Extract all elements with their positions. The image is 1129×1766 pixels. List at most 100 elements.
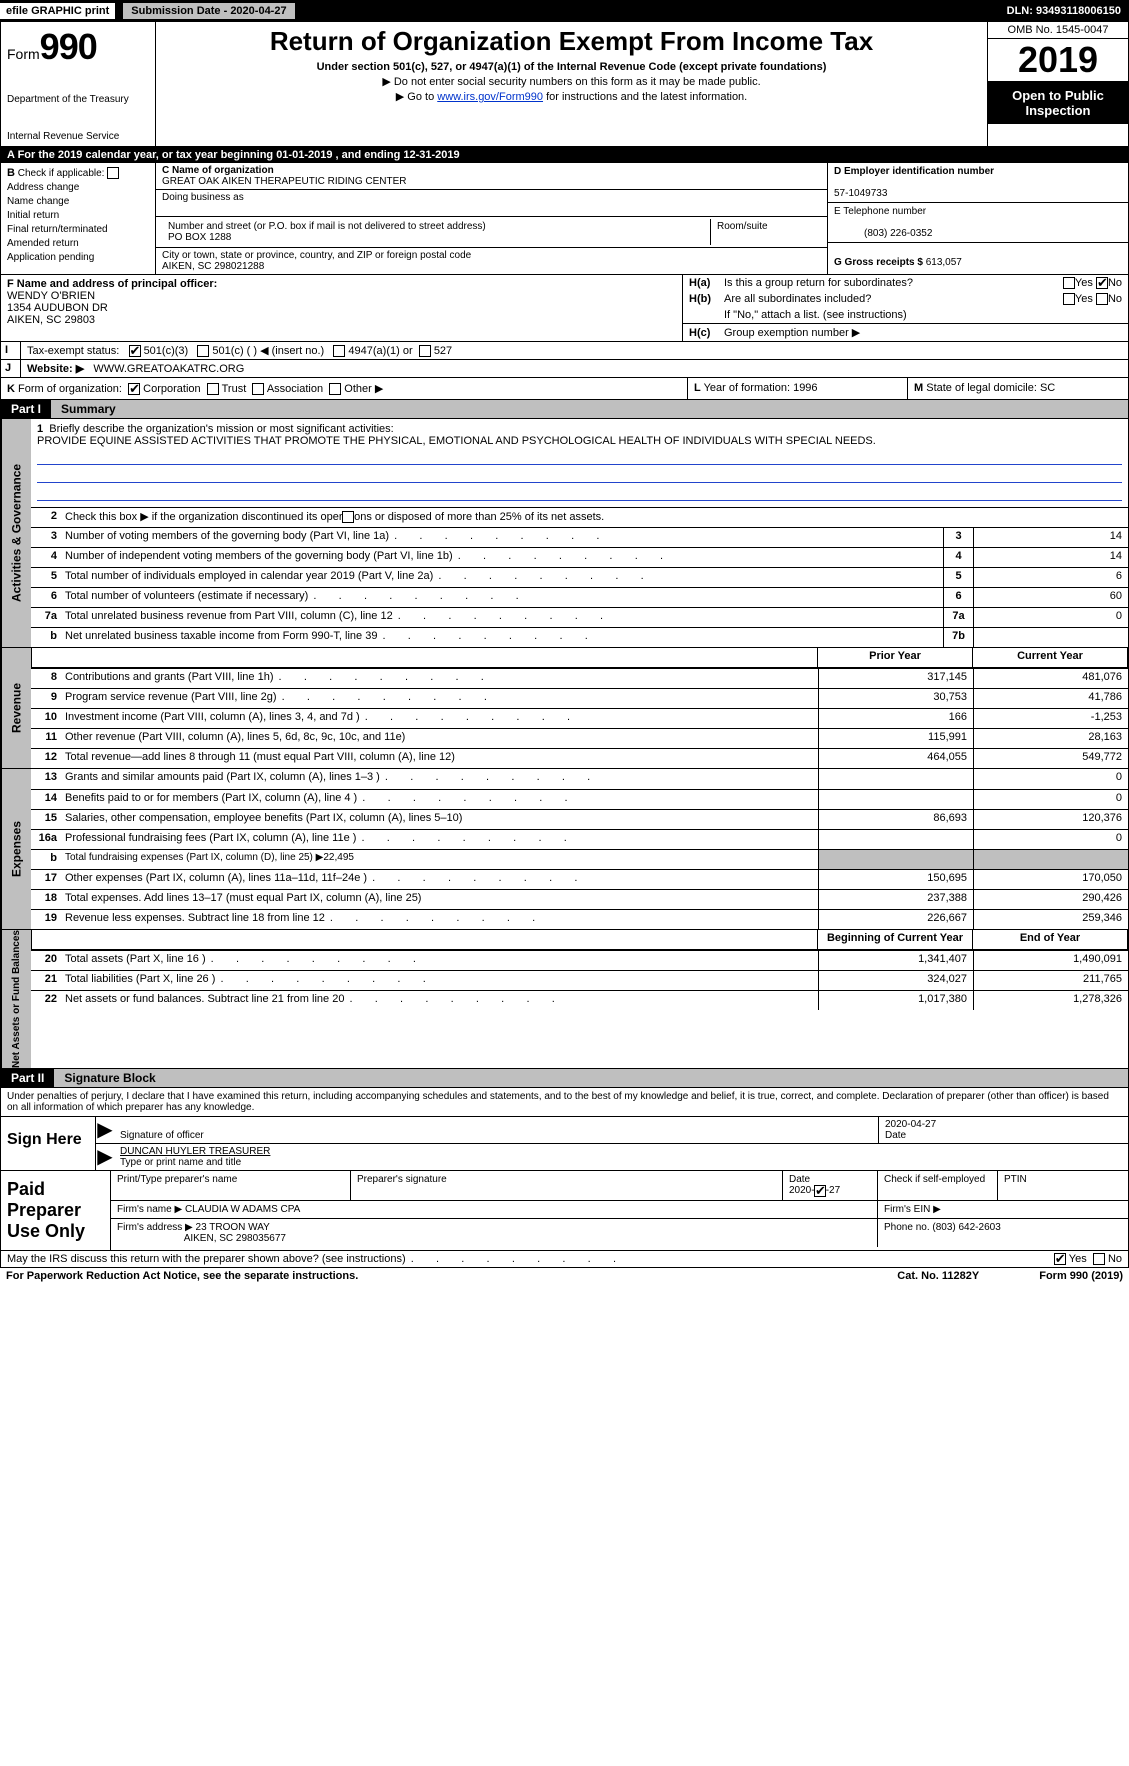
row-i: I Tax-exempt status: 501(c)(3) 501(c) ( … <box>0 342 1129 360</box>
line3-num: 3 <box>31 528 61 547</box>
city-value: AIKEN, SC 298021288 <box>162 261 264 272</box>
line14-text: Benefits paid to or for members (Part IX… <box>61 790 818 809</box>
line5-text: Total number of individuals employed in … <box>61 568 943 587</box>
line11-curr: 28,163 <box>973 729 1128 748</box>
selfemp-checkbox[interactable] <box>814 1185 826 1197</box>
sub3-pre: ▶ Go to <box>396 91 437 103</box>
line7b-text: Net unrelated business taxable income fr… <box>61 628 943 647</box>
line15-prior: 86,693 <box>818 810 973 829</box>
part-2-title: Signature Block <box>54 1069 1128 1087</box>
line5-box: 5 <box>943 568 973 587</box>
hb-note: If "No," attach a list. (see instruction… <box>724 309 907 321</box>
line20-prior: 1,341,407 <box>818 951 973 970</box>
line15-curr: 120,376 <box>973 810 1128 829</box>
line10-prior: 166 <box>818 709 973 728</box>
ha-yes-checkbox[interactable] <box>1063 277 1075 289</box>
line10-curr: -1,253 <box>973 709 1128 728</box>
line21-text: Total liabilities (Part X, line 26 ) <box>61 971 818 990</box>
prep-name-hdr: Print/Type preparer's name <box>111 1171 351 1200</box>
trust-checkbox[interactable] <box>207 383 219 395</box>
527-checkbox[interactable] <box>419 345 431 357</box>
line3-val: 14 <box>973 528 1128 547</box>
line21-prior: 324,027 <box>818 971 973 990</box>
box-c: C Name of organization GREAT OAK AIKEN T… <box>156 163 828 274</box>
line13-prior <box>818 769 973 789</box>
line16b-text: Total fundraising expenses (Part IX, col… <box>61 850 818 869</box>
firm-name-label: Firm's name ▶ <box>117 1204 182 1215</box>
line5-num: 5 <box>31 568 61 587</box>
irs-link[interactable]: www.irs.gov/Form990 <box>437 91 543 103</box>
line1-text: Briefly describe the organization's miss… <box>49 423 393 435</box>
line17-prior: 150,695 <box>818 870 973 889</box>
summary-activities: Activities & Governance 1 Briefly descri… <box>0 419 1129 648</box>
line12-prior: 464,055 <box>818 749 973 768</box>
signature-block: Under penalties of perjury, I declare th… <box>0 1088 1129 1171</box>
4947-checkbox[interactable] <box>333 345 345 357</box>
footer-discuss: May the IRS discuss this return with the… <box>0 1251 1129 1268</box>
line3-box: 3 <box>943 528 973 547</box>
dba-label: Doing business as <box>162 192 244 203</box>
line12-text: Total revenue—add lines 8 through 11 (mu… <box>61 749 818 768</box>
line8-prior: 317,145 <box>818 669 973 688</box>
line4-text: Number of independent voting members of … <box>61 548 943 567</box>
line6-box: 6 <box>943 588 973 607</box>
discuss-text: May the IRS discuss this return with the… <box>7 1253 618 1265</box>
form-header: Form990 Department of the Treasury Inter… <box>0 22 1129 147</box>
501c3-checkbox[interactable] <box>129 345 141 357</box>
gross-receipts: 613,057 <box>926 257 962 268</box>
m-letter: M <box>914 382 923 394</box>
pra-notice: For Paperwork Reduction Act Notice, see … <box>6 1270 358 1282</box>
hb-no-checkbox[interactable] <box>1096 293 1108 305</box>
subtitle-2: ▶ Do not enter social security numbers o… <box>164 75 979 88</box>
opt-amended[interactable]: Amended return <box>7 238 149 249</box>
firm-addr2: AIKEN, SC 298035677 <box>184 1233 286 1244</box>
l-letter: L <box>694 382 701 394</box>
cat-no: Cat. No. 11282Y <box>897 1270 979 1282</box>
ha-no-checkbox[interactable] <box>1096 277 1108 289</box>
corp-checkbox[interactable] <box>128 383 140 395</box>
line22-prior: 1,017,380 <box>818 991 973 1010</box>
line8-text: Contributions and grants (Part VIII, lin… <box>61 669 818 688</box>
opt-name-change[interactable]: Name change <box>7 196 149 207</box>
entity-block: B Check if applicable: Address change Na… <box>0 163 1129 275</box>
opt-initial-return[interactable]: Initial return <box>7 210 149 221</box>
opt-final-return[interactable]: Final return/terminated <box>7 224 149 235</box>
hb-yes-checkbox[interactable] <box>1063 293 1075 305</box>
firm-addr1: 23 TROON WAY <box>196 1222 270 1233</box>
header-middle: Return of Organization Exempt From Incom… <box>156 22 988 146</box>
part-2-header: Part II Signature Block <box>0 1069 1129 1088</box>
ha-text: Is this a group return for subordinates? <box>724 277 1063 289</box>
line4-val: 14 <box>973 548 1128 567</box>
501c-checkbox[interactable] <box>197 345 209 357</box>
subtitle-1: Under section 501(c), 527, or 4947(a)(1)… <box>164 61 979 73</box>
officer-name: WENDY O'BRIEN <box>7 290 95 302</box>
vlabel-activities: Activities & Governance <box>1 419 31 647</box>
hc-text: Group exemption number ▶ <box>724 326 860 339</box>
discuss-no-checkbox[interactable] <box>1093 1253 1105 1265</box>
line19-text: Revenue less expenses. Subtract line 18 … <box>61 910 818 929</box>
line7a-val: 0 <box>973 608 1128 627</box>
line13-text: Grants and similar amounts paid (Part IX… <box>61 769 818 789</box>
line16b-shade1 <box>818 850 973 869</box>
opt-app-pending[interactable]: Application pending <box>7 252 149 263</box>
line3-text: Number of voting members of the governin… <box>61 528 943 547</box>
footer-bottom: For Paperwork Reduction Act Notice, see … <box>0 1268 1129 1284</box>
opt-address-change[interactable]: Address change <box>7 182 149 193</box>
hb-label: H(b) <box>689 293 724 305</box>
checkbox-icon[interactable] <box>107 167 119 179</box>
g-label: G Gross receipts $ <box>834 257 923 268</box>
other-checkbox[interactable] <box>329 383 341 395</box>
line20-curr: 1,490,091 <box>973 951 1128 970</box>
line2-num: 2 <box>31 508 61 527</box>
discuss-yes-checkbox[interactable] <box>1054 1253 1066 1265</box>
assoc-checkbox[interactable] <box>252 383 264 395</box>
line13-curr: 0 <box>973 769 1128 789</box>
open-to-public: Open to Public Inspection <box>988 82 1128 124</box>
form-ref: Form 990 (2019) <box>1039 1270 1123 1282</box>
phone-value: (803) 226-0352 <box>834 228 932 239</box>
line16a-curr: 0 <box>973 830 1128 849</box>
row-j: J Website: ▶ WWW.GREATOAKATRC.ORG <box>0 360 1129 378</box>
vlabel-netassets: Net Assets or Fund Balances <box>1 930 31 1068</box>
line2-checkbox[interactable] <box>342 511 354 523</box>
j-letter: J <box>1 360 21 377</box>
